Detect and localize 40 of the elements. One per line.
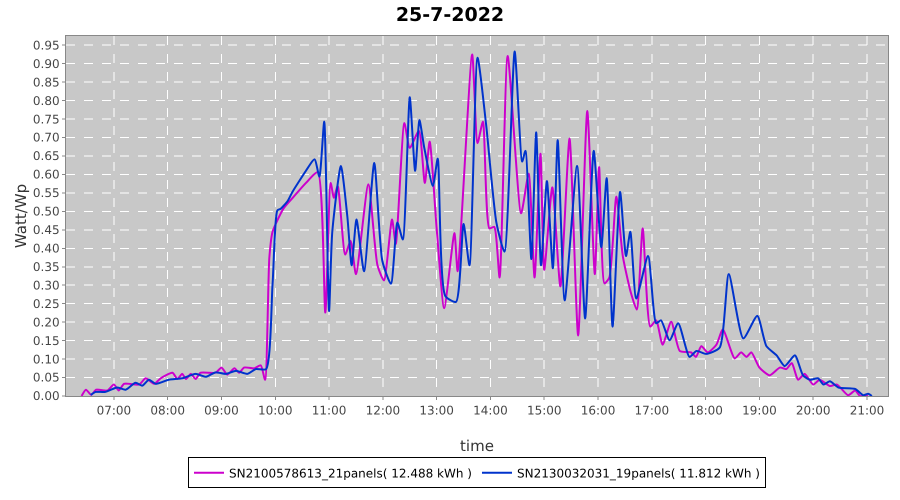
y-tick-label: 0.00: [32, 389, 60, 404]
x-tick-label: 11:00: [312, 403, 346, 418]
x-tick-label: 12:00: [366, 403, 400, 418]
x-tick-label: 10:00: [258, 403, 293, 418]
x-tick-label: 14:00: [473, 403, 508, 418]
x-tick-label: 15:00: [526, 403, 562, 418]
y-tick-label: 0.30: [32, 278, 60, 292]
y-tick-label: 0.75: [32, 112, 60, 126]
x-tick-label: 18:00: [688, 403, 723, 418]
y-tick-label: 0.90: [32, 56, 60, 71]
y-tick-label: 0.55: [32, 186, 60, 200]
y-tick-label: 0.20: [32, 315, 60, 330]
y-tick-label: 0.80: [32, 94, 60, 108]
y-tick-label: 0.05: [32, 370, 60, 385]
x-tick-label: 08:00: [150, 403, 185, 418]
y-tick-label: 0.40: [32, 242, 60, 256]
x-tick-label: 19:00: [742, 403, 777, 418]
x-axis-title: time: [460, 437, 494, 455]
x-tick-label: 09:00: [204, 403, 239, 418]
y-tick-label: 0.25: [32, 296, 60, 311]
x-tick-label: 16:00: [580, 403, 616, 418]
y-tick-label: 0.10: [32, 352, 60, 366]
x-tick-label: 20:00: [796, 403, 831, 418]
y-tick-label: 0.65: [32, 149, 60, 164]
legend-label: SN2100578613_21panels( 12.488 kWh ): [229, 466, 472, 480]
y-tick-label: 0.85: [32, 75, 60, 90]
x-tick-label: 21:00: [850, 403, 884, 418]
legend-label: SN2130032031_19panels( 11.812 kWh ): [516, 466, 760, 480]
x-tick-label: 17:00: [634, 403, 670, 418]
y-tick-label: 0.15: [32, 334, 60, 348]
chart-title: 25-7-2022: [396, 4, 504, 26]
x-tick-label: 07:00: [96, 403, 132, 418]
y-axis-title: Watt/Wp: [12, 184, 30, 248]
y-tick-label: 0.60: [32, 168, 60, 182]
x-tick-label: 13:00: [419, 403, 454, 418]
y-tick-label: 0.45: [32, 223, 60, 238]
y-tick-label: 0.70: [32, 130, 60, 145]
y-tick-label: 0.35: [32, 260, 60, 274]
y-tick-label: 0.50: [32, 204, 60, 219]
y-tick-label: 0.95: [32, 38, 60, 52]
